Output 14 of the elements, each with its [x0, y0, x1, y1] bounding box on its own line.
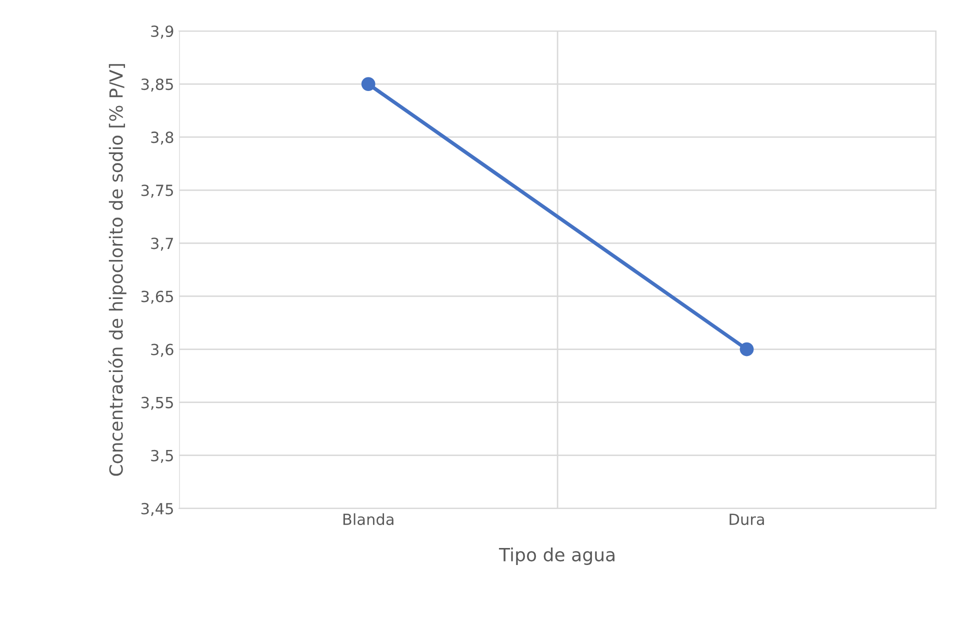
y-tick-label: 3,6 [151, 344, 174, 357]
x-axis-title: Tipo de agua [498, 547, 614, 565]
y-tick-label: 3,7 [151, 238, 173, 251]
y-tick-label: 3,5 [151, 450, 173, 463]
y-tick-label: 3,55 [141, 396, 173, 410]
y-tick-label: 3,65 [141, 290, 173, 304]
y-tick-label: 3,85 [141, 78, 173, 92]
y-tick-label: 3,75 [141, 184, 173, 198]
x-tick-label: Blanda [343, 513, 394, 526]
y-tick-label: 3,9 [151, 25, 174, 39]
y-tick-label: 3,8 [151, 132, 174, 145]
y-axis-title: Concentración de hipoclorito de sodio [% P/V] [108, 64, 126, 476]
x-tick-label: Dura [730, 514, 764, 526]
y-tick-label: 3,45 [141, 502, 173, 516]
